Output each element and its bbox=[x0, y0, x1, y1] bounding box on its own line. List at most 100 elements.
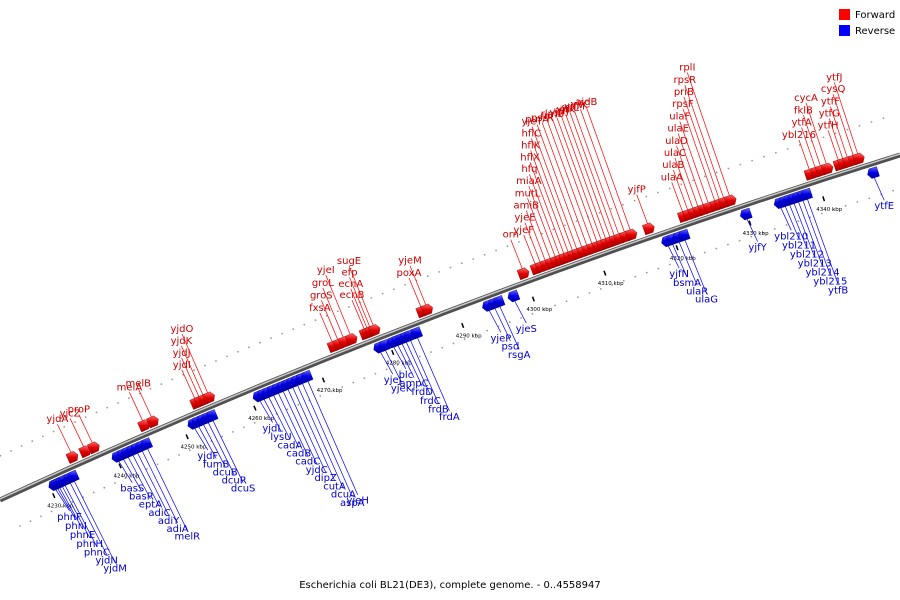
gene-label-frdA[interactable]: frdA bbox=[439, 412, 460, 423]
gene-label-dipZ[interactable]: dipZ bbox=[314, 473, 336, 484]
gene-arrow-ytfB[interactable] bbox=[800, 187, 813, 201]
gene-label-fklB[interactable]: fklB bbox=[794, 105, 813, 116]
gene-label-ybl213[interactable]: ybl213 bbox=[798, 258, 832, 269]
gene-arrow-orn[interactable] bbox=[516, 267, 530, 281]
gene-label-hflK[interactable]: hflK bbox=[521, 140, 541, 151]
gene-arrow-yjfY[interactable] bbox=[740, 207, 753, 221]
gene-label-lysU[interactable]: lysU bbox=[270, 432, 291, 443]
gene-label-yjeE[interactable]: yjeE bbox=[514, 213, 535, 224]
gene-label-bsmA[interactable]: bsmA bbox=[673, 278, 701, 289]
gene-label-ytfG[interactable]: ytfG bbox=[819, 109, 840, 120]
gene-label-rnr[interactable]: rnr bbox=[540, 111, 555, 122]
gene-label-mutL[interactable]: mutL bbox=[515, 188, 541, 199]
gene-label-yjdC[interactable]: yjdC bbox=[306, 465, 328, 476]
gene-arrow-yjdA[interactable] bbox=[65, 451, 79, 464]
gene-label-nsrR[interactable]: nsrR bbox=[531, 113, 554, 124]
gene-arrow-rsgA[interactable] bbox=[492, 295, 506, 308]
gene-arrow-ytfJ[interactable] bbox=[852, 152, 865, 166]
gene-label-yjfC[interactable]: yjfC bbox=[571, 99, 590, 110]
gene-label-cadC[interactable]: cadC bbox=[295, 457, 320, 468]
gene-label-hflC[interactable]: hflC bbox=[522, 128, 542, 139]
gene-arrow-yjeI[interactable] bbox=[344, 333, 358, 346]
gene-label-ytfB[interactable]: ytfB bbox=[828, 285, 848, 296]
gene-label-dcuS[interactable]: dcuS bbox=[231, 484, 256, 495]
gene-label-yjeT[interactable]: yjeT bbox=[522, 117, 544, 128]
gene-label-priB[interactable]: priB bbox=[674, 87, 694, 98]
gene-label-yjfY[interactable]: yjfY bbox=[748, 242, 767, 253]
gene-label-hfq[interactable]: hfq bbox=[521, 164, 537, 175]
gene-label-ybl214[interactable]: ybl214 bbox=[805, 267, 839, 278]
gene-arrow-yjfP[interactable] bbox=[642, 222, 655, 236]
gene-label-yjeI[interactable]: yjeI bbox=[317, 265, 335, 276]
gene-label-yjcZ[interactable]: yjcZ bbox=[60, 408, 81, 419]
gene-label-yjdK[interactable]: yjdK bbox=[171, 336, 193, 347]
gene-label-yjeK[interactable]: yjeK bbox=[391, 383, 413, 394]
gene-label-frdC[interactable]: frdC bbox=[420, 396, 441, 407]
gene-label-yjdO[interactable]: yjdO bbox=[170, 324, 193, 335]
gene-label-poxA[interactable]: poxA bbox=[397, 268, 422, 279]
gene-label-ecnA[interactable]: ecnA bbox=[338, 279, 363, 290]
gene-arrow-frdA[interactable] bbox=[410, 326, 423, 340]
gene-label-phnC[interactable]: phnC bbox=[84, 548, 110, 559]
gene-label-adiC[interactable]: adiC bbox=[148, 508, 170, 519]
gene-label-rsgA[interactable]: rsgA bbox=[508, 350, 531, 361]
gene-arrow-cycA[interactable] bbox=[820, 162, 834, 176]
gene-label-ulaA[interactable]: ulaA bbox=[661, 172, 683, 183]
gene-label-groL[interactable]: groL bbox=[312, 278, 334, 289]
gene-label-melR[interactable]: melR bbox=[174, 532, 200, 543]
gene-label-yjeF[interactable]: yjeF bbox=[513, 225, 534, 236]
gene-label-orn[interactable]: orn bbox=[503, 230, 519, 241]
gene-label-dcuR[interactable]: dcuR bbox=[222, 476, 247, 487]
gene-label-frdD[interactable]: frdD bbox=[411, 387, 433, 398]
gene-label-ytfE[interactable]: ytfE bbox=[874, 201, 894, 212]
gene-label-fumB[interactable]: fumB bbox=[203, 459, 230, 470]
gene-label-miaA[interactable]: miaA bbox=[516, 176, 542, 187]
gene-label-sugE[interactable]: sugE bbox=[337, 256, 361, 267]
gene-label-ybl215[interactable]: ybl215 bbox=[813, 276, 847, 287]
gene-arrow-yjeS[interactable] bbox=[507, 289, 521, 303]
gene-arrow-ulaG[interactable] bbox=[677, 228, 691, 242]
gene-label-ybl212[interactable]: ybl212 bbox=[790, 249, 824, 260]
gene-arrow-yjeH[interactable] bbox=[300, 369, 314, 383]
gene-label-adiA[interactable]: adiA bbox=[167, 524, 189, 535]
gene-label-rpsF[interactable]: rpsF bbox=[672, 99, 694, 110]
gene-label-yjeS[interactable]: yjeS bbox=[516, 324, 537, 335]
gene-label-frdB[interactable]: frdB bbox=[428, 404, 449, 415]
gene-label-hflX[interactable]: hflX bbox=[520, 152, 540, 163]
gene-label-efp[interactable]: efp bbox=[342, 267, 358, 278]
gene-label-proP[interactable]: proP bbox=[68, 405, 90, 416]
gene-arrow-proP[interactable] bbox=[86, 441, 100, 455]
gene-label-ulaE[interactable]: ulaE bbox=[667, 124, 689, 135]
gene-label-yjeH[interactable]: yjeH bbox=[346, 496, 368, 507]
gene-arrow-yjeM[interactable] bbox=[420, 303, 433, 317]
gene-label-phnI[interactable]: phnI bbox=[65, 521, 87, 532]
gene-label-ybl216[interactable]: ybl216 bbox=[782, 130, 816, 141]
gene-label-yjdL[interactable]: yjdL bbox=[262, 424, 283, 435]
gene-label-yjfN[interactable]: yjfN bbox=[669, 269, 689, 280]
gene-label-aspA[interactable]: aspA bbox=[340, 498, 365, 509]
gene-label-basR[interactable]: basR bbox=[129, 492, 154, 503]
gene-label-rplI[interactable]: rplI bbox=[679, 62, 695, 73]
gene-label-ulaB[interactable]: ulaB bbox=[662, 160, 684, 171]
gene-label-basS[interactable]: basS bbox=[120, 484, 144, 495]
gene-label-yjdI[interactable]: yjdI bbox=[173, 360, 191, 371]
gene-label-phnH[interactable]: phnH bbox=[76, 539, 103, 550]
gene-label-yjdN[interactable]: yjdN bbox=[95, 555, 118, 566]
gene-label-yjeM[interactable]: yjeM bbox=[398, 256, 421, 267]
gene-arrow-dcuS[interactable] bbox=[205, 409, 219, 422]
gene-label-ecnB[interactable]: ecnB bbox=[340, 290, 365, 301]
gene-label-yjdM[interactable]: yjdM bbox=[103, 564, 127, 575]
gene-label-yjeJ[interactable]: yjeJ bbox=[384, 375, 402, 386]
gene-label-ulaF[interactable]: ulaF bbox=[669, 111, 690, 122]
gene-label-yjfL[interactable]: yjfL bbox=[561, 103, 579, 114]
gene-label-ybl210[interactable]: ybl210 bbox=[774, 231, 808, 242]
gene-label-ampC[interactable]: ampC bbox=[399, 379, 428, 390]
gene-label-yjdA[interactable]: yjdA bbox=[46, 414, 68, 425]
gene-label-melA[interactable]: melA bbox=[117, 382, 143, 393]
gene-label-aidB[interactable]: aidB bbox=[575, 97, 597, 108]
gene-label-phnF[interactable]: phnF bbox=[57, 512, 82, 523]
gene-label-psd[interactable]: psd bbox=[501, 342, 519, 353]
gene-label-cadA[interactable]: cadA bbox=[278, 440, 303, 451]
gene-label-ytfH[interactable]: ytfH bbox=[818, 120, 839, 131]
gene-label-dcuB[interactable]: dcuB bbox=[213, 467, 238, 478]
